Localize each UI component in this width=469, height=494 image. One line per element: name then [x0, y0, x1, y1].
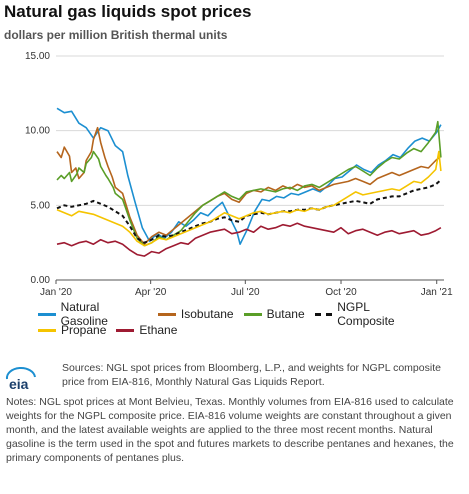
legend: Natural Gasoline Isobutane Butane NGPL Comp…	[38, 300, 438, 338]
line-chart: 0.00 5.00 10.00 15.00 Jan '20 Apr '20 Jul '20…	[25, 51, 453, 298]
y-tick-label: 10.00	[25, 126, 50, 137]
series-line-butane	[56, 120, 442, 247]
legend-item: Natural Gasoline	[38, 300, 148, 328]
legend-item: NGPL Composite	[314, 300, 428, 328]
x-tick-label: Apr '20	[135, 287, 167, 298]
legend-item: Ethane	[116, 323, 177, 337]
legend-swatch	[243, 312, 262, 316]
legend-label: Propane	[61, 323, 107, 337]
legend-swatch	[38, 312, 56, 316]
svg-text:eia: eia	[9, 376, 29, 392]
legend-swatch	[38, 328, 56, 332]
legend-swatch	[157, 312, 176, 316]
x-axis-ticks: Jan '20 Apr '20 Jul '20 Oct '20 Jan '21	[40, 280, 453, 298]
legend-swatch	[314, 312, 333, 316]
series-line-propane	[56, 150, 442, 247]
sources-note: Sources: NGL spot prices from Bloomberg,…	[62, 362, 441, 388]
legend-label: Natural Gasoline	[60, 300, 108, 328]
x-tick-label: Jan '20	[40, 287, 72, 298]
y-axis-ticks: 0.00 5.00 10.00 15.00	[25, 51, 50, 286]
y-tick-label: 15.00	[25, 51, 50, 62]
legend-item: Propane	[38, 323, 106, 337]
chart-title: Natural gas liquids spot prices	[4, 2, 252, 21]
gridlines	[56, 55, 444, 281]
y-tick-label: 5.00	[31, 200, 51, 211]
eia-logo: eia	[5, 366, 36, 392]
legend-item: Isobutane	[157, 307, 234, 321]
chart-subtitle: dollars per million British thermal unit…	[4, 28, 228, 42]
legend-label: Ethane	[139, 323, 178, 337]
series-line-ethane	[56, 222, 442, 257]
x-tick-label: Jul '20	[231, 287, 260, 298]
legend-label: NGPL Composite	[337, 300, 395, 328]
x-tick-label: Oct '20	[325, 287, 357, 298]
y-tick-label: 0.00	[31, 275, 51, 286]
series-lines	[56, 107, 442, 257]
notes: Notes: NGL spot prices at Mont Belvieu, …	[6, 396, 454, 464]
legend-item: Butane	[243, 307, 305, 321]
x-tick-label: Jan '21	[421, 287, 453, 298]
legend-label: Butane	[266, 307, 305, 321]
legend-label: Isobutane	[180, 307, 234, 321]
legend-swatch	[116, 328, 135, 332]
